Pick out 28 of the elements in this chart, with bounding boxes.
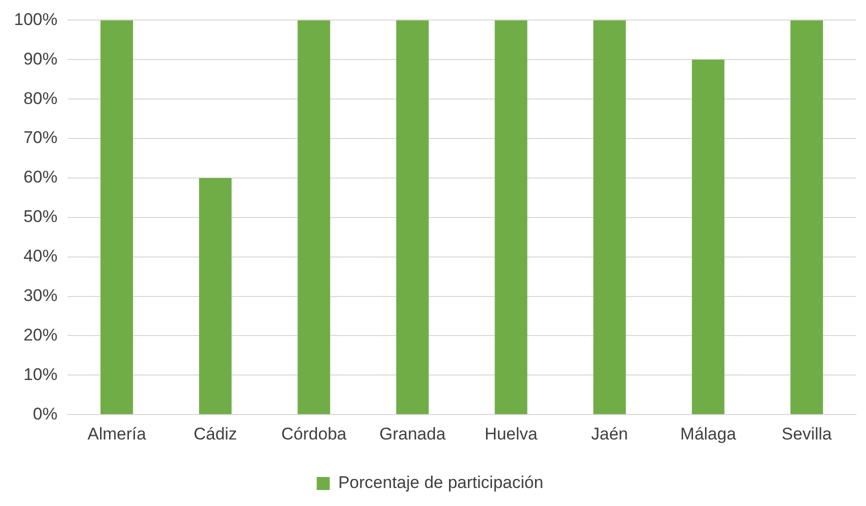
x-tick-label: Jaén xyxy=(591,424,628,444)
bar xyxy=(100,20,134,414)
x-tick-label: Córdoba xyxy=(281,424,348,444)
y-tick-label: 50% xyxy=(23,207,58,226)
bar xyxy=(396,20,429,414)
legend-label: Porcentaje de participación xyxy=(338,473,544,492)
bar xyxy=(494,20,528,414)
y-tick-label: 0% xyxy=(32,404,58,424)
y-tick-label: 40% xyxy=(23,246,58,266)
x-tick-label: Cádiz xyxy=(194,424,238,444)
y-tick-label: 10% xyxy=(23,364,58,384)
y-tick-label: 70% xyxy=(23,128,58,148)
y-tick-label: 30% xyxy=(23,286,58,305)
x-tick-label: Sevilla xyxy=(782,424,832,444)
bar xyxy=(593,20,626,414)
x-tick-label: Granada xyxy=(379,424,446,444)
y-tick-label: 100% xyxy=(14,10,58,29)
bar xyxy=(199,178,232,414)
x-tick-label: Huelva xyxy=(484,424,538,444)
y-tick-label: 60% xyxy=(23,168,58,187)
x-tick-label: Almería xyxy=(87,424,147,444)
y-tick-label: 90% xyxy=(23,49,58,68)
bar xyxy=(692,60,724,414)
y-tick-label: 80% xyxy=(23,88,58,108)
bar xyxy=(298,20,330,414)
y-tick-label: 20% xyxy=(23,325,58,344)
x-tick-label: Málaga xyxy=(680,424,737,444)
bar xyxy=(790,20,823,414)
